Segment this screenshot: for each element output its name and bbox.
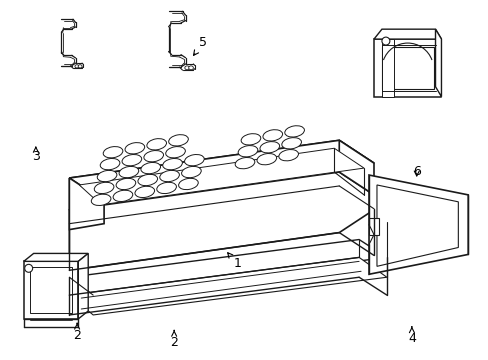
Ellipse shape [238, 145, 257, 157]
Ellipse shape [157, 182, 176, 194]
Text: 5: 5 [193, 36, 207, 55]
Polygon shape [368, 218, 378, 235]
Ellipse shape [100, 158, 120, 170]
Ellipse shape [184, 66, 189, 70]
Ellipse shape [122, 154, 142, 166]
Text: 1: 1 [227, 253, 241, 270]
Ellipse shape [116, 178, 136, 190]
Polygon shape [30, 267, 72, 313]
Polygon shape [79, 148, 366, 205]
Text: 4: 4 [407, 327, 415, 346]
Polygon shape [69, 172, 373, 270]
Polygon shape [69, 178, 104, 224]
Ellipse shape [119, 166, 139, 178]
Text: 2: 2 [170, 330, 178, 349]
Ellipse shape [75, 65, 79, 68]
Polygon shape [69, 239, 386, 295]
Polygon shape [381, 39, 393, 96]
Ellipse shape [113, 190, 132, 202]
Ellipse shape [91, 194, 111, 206]
Polygon shape [24, 261, 78, 319]
Ellipse shape [381, 37, 389, 45]
Ellipse shape [178, 178, 198, 190]
Ellipse shape [141, 162, 160, 174]
Ellipse shape [181, 166, 201, 178]
Ellipse shape [281, 138, 301, 149]
Polygon shape [24, 253, 88, 261]
Ellipse shape [184, 154, 204, 166]
Polygon shape [376, 185, 457, 266]
Polygon shape [368, 175, 468, 274]
Ellipse shape [260, 141, 279, 153]
Polygon shape [435, 29, 441, 96]
Ellipse shape [97, 170, 117, 182]
Polygon shape [69, 257, 386, 315]
Ellipse shape [94, 182, 114, 194]
Polygon shape [339, 140, 373, 195]
Ellipse shape [263, 130, 282, 141]
Ellipse shape [284, 126, 304, 137]
Polygon shape [78, 253, 88, 319]
Text: 6: 6 [412, 165, 420, 177]
Ellipse shape [78, 65, 82, 68]
Polygon shape [381, 47, 433, 89]
Ellipse shape [103, 147, 122, 158]
Ellipse shape [125, 143, 144, 154]
Ellipse shape [257, 153, 276, 165]
Ellipse shape [241, 134, 260, 145]
Ellipse shape [138, 174, 157, 186]
Polygon shape [69, 178, 104, 230]
Polygon shape [79, 148, 364, 205]
Ellipse shape [188, 66, 193, 70]
Ellipse shape [146, 139, 166, 150]
Ellipse shape [25, 264, 33, 272]
Polygon shape [373, 29, 441, 39]
Ellipse shape [163, 158, 182, 170]
Ellipse shape [160, 170, 179, 182]
Ellipse shape [235, 157, 254, 169]
Ellipse shape [143, 150, 163, 162]
Ellipse shape [135, 186, 154, 198]
Polygon shape [373, 39, 441, 96]
Text: 2: 2 [73, 323, 81, 342]
Polygon shape [69, 140, 373, 201]
Ellipse shape [278, 149, 298, 161]
Polygon shape [69, 140, 373, 201]
Text: 3: 3 [32, 147, 40, 163]
Ellipse shape [165, 147, 185, 158]
Ellipse shape [168, 135, 188, 146]
